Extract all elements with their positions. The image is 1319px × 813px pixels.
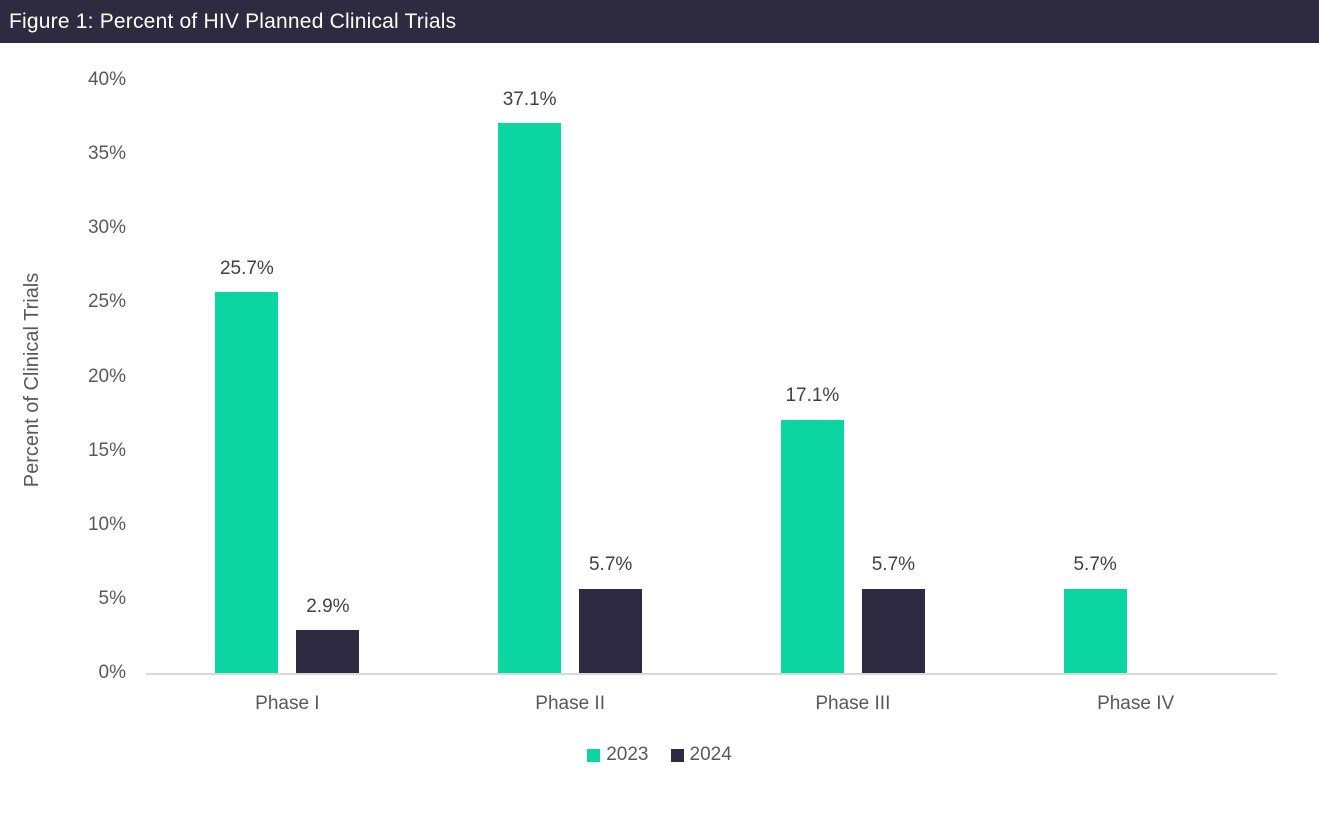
bar-value-label-2024-phase-iii: 5.7% [871,554,916,576]
y-tick-label-5-: 5% [98,587,126,609]
y-tick-label-35-: 35% [87,143,126,165]
bar-2024-phase-iii [861,588,925,673]
y-tick-label-10-: 10% [87,513,126,535]
bar-value-label-2023-phase-i: 25.7% [219,257,274,279]
y-tick-label-25-: 25% [87,291,126,313]
bar-2023-phase-iii [780,419,844,673]
bar-value-label-2024-phase-i: 2.9% [306,596,350,617]
bar-value-label-2023-phase-iii: 17.1% [785,385,840,407]
bar-value-label-2024-phase-ii: 5.7% [588,554,633,576]
bar-2023-phase-i [215,292,279,673]
figure-title: Figure 1: Percent of HIV Planned Clinica… [9,9,457,33]
figure-title-bar: Figure 1: Percent of HIV Planned Clinica… [0,0,1319,43]
y-tick-label-40-: 40% [87,69,126,90]
legend-swatch-2023 [587,748,601,762]
x-category-label-phase-ii: Phase II [535,693,605,714]
x-category-label-phase-iii: Phase III [815,693,891,714]
bar-2024-phase-ii [579,588,643,673]
bar-2023-phase-ii [498,123,562,673]
y-tick-label-15-: 15% [87,439,126,461]
y-tick-label-20-: 20% [87,365,126,387]
bar-value-label-2023-phase-iv: 5.7% [1073,554,1117,576]
legend-item-2023: 2023 [587,744,649,766]
bar-chart: Percent of Clinical Trials 0% 5% 10% 15% 20%… [0,43,1319,813]
y-tick-label-30-: 30% [87,217,126,239]
x-axis-line [146,673,1277,675]
x-category-label-phase-iv: Phase IV [1097,693,1175,714]
legend: 2023 2024 [0,744,1319,766]
bar-value-label-2023-phase-ii: 37.1% [502,88,557,110]
legend-swatch-2024 [670,748,684,762]
legend-label-2024: 2024 [689,744,732,765]
legend-label-2023: 2023 [606,744,649,765]
bar-2023-phase-iv [1063,588,1127,673]
plot-area: 25.7% 37.1% 17.1% 5.7% 2.9% 5.7% 5.7% [146,80,1277,675]
legend-item-2024: 2024 [670,744,732,766]
x-axis-labels: Phase I Phase II Phase III Phase IV [146,692,1277,716]
bar-2024-phase-i [296,630,360,673]
y-tick-label-0-: 0% [98,662,126,683]
x-category-label-phase-i: Phase I [255,693,320,714]
